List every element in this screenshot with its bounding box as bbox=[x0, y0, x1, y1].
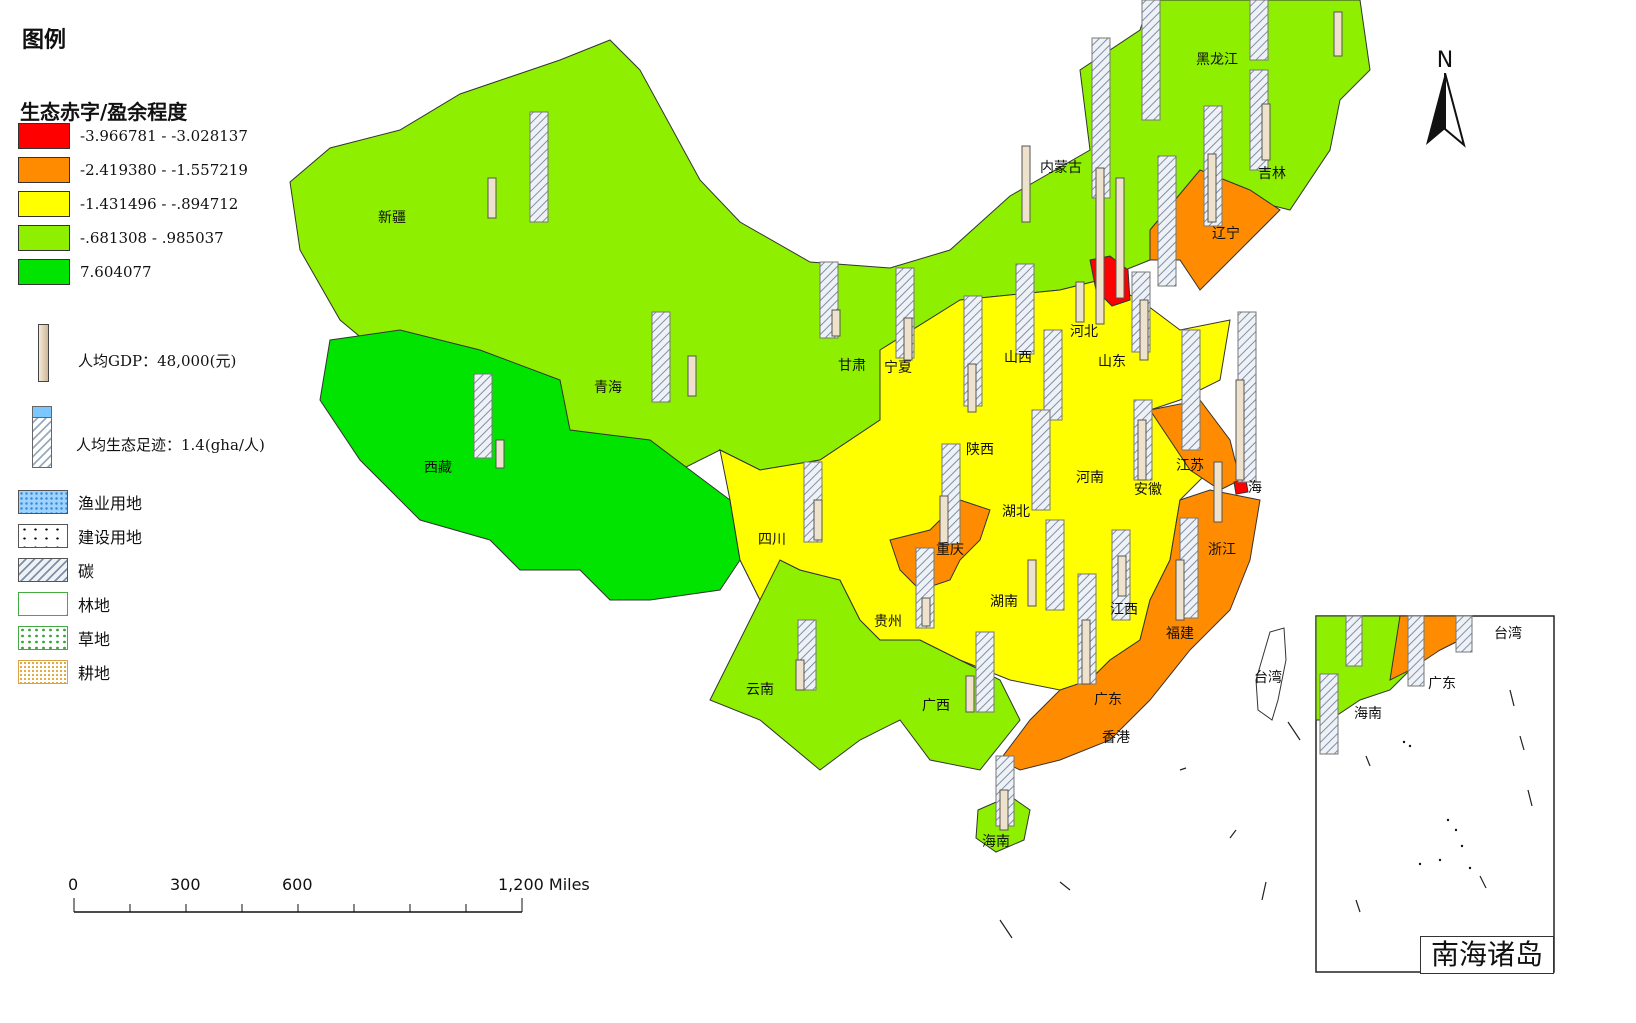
province-label: 陕西 bbox=[966, 442, 994, 458]
inset-island-dots bbox=[1402, 740, 1472, 870]
inset-title: 南海诸岛 bbox=[1420, 936, 1554, 974]
province-label: 宁夏 bbox=[884, 359, 912, 376]
province-label: 吉林 bbox=[1258, 166, 1286, 182]
legend-builtup: 建设用地 bbox=[18, 522, 142, 550]
province-label: 浙江 bbox=[1208, 542, 1236, 558]
province-label: 广西 bbox=[922, 698, 950, 714]
province-label: 福建 bbox=[1166, 626, 1194, 642]
scale-label: 1,200 Miles bbox=[498, 875, 590, 894]
province-label: 辽宁 bbox=[1212, 225, 1240, 242]
inset-label-taiwan: 台湾 bbox=[1494, 625, 1522, 642]
scale-label: 0 bbox=[68, 875, 78, 894]
scale-bar: 0 300 600 1,200 Miles bbox=[68, 875, 590, 913]
legend-class-4: -.681308 - .985037 bbox=[18, 224, 224, 252]
province-label: 重庆 bbox=[936, 542, 964, 558]
legend-title: 图例 bbox=[22, 28, 67, 53]
legend-fishery: 渔业用地 bbox=[18, 488, 142, 516]
legend-forest: 林地 bbox=[18, 590, 110, 618]
legend-class-label: -2.419380 - -1.557219 bbox=[80, 161, 248, 179]
cropland-pattern-icon bbox=[18, 660, 68, 684]
province-xizang bbox=[319, 329, 741, 601]
legend-swatch bbox=[18, 225, 70, 251]
province-taiwan bbox=[1255, 627, 1287, 721]
province-label: 云南 bbox=[746, 682, 774, 698]
legend-component-label: 耕地 bbox=[78, 664, 111, 683]
inset-label-guangdong: 广东 bbox=[1428, 676, 1456, 692]
builtup-pattern-icon bbox=[18, 524, 68, 548]
province-label: 山东 bbox=[1098, 354, 1126, 370]
province-label: 香港 bbox=[1102, 730, 1130, 746]
legend-class-label: 7.604077 bbox=[80, 263, 152, 281]
province-label: 新疆 bbox=[378, 210, 406, 226]
province-label: 贵州 bbox=[874, 614, 902, 630]
legend-component-label: 林地 bbox=[78, 596, 111, 615]
legend-class-5: 7.604077 bbox=[18, 258, 152, 286]
inset-boundary-marks bbox=[1355, 689, 1533, 913]
province-label: 西藏 bbox=[424, 460, 452, 476]
province-label: 山西 bbox=[1004, 350, 1032, 366]
province-label: 安徽 bbox=[1134, 482, 1162, 498]
province-label: 内蒙古 bbox=[1040, 160, 1082, 176]
legend-class-label: -.681308 - .985037 bbox=[80, 229, 224, 247]
legend-class-3: -1.431496 - -.894712 bbox=[18, 190, 238, 218]
gdp-bars bbox=[487, 11, 1343, 831]
legend-carbon: 碳 bbox=[18, 556, 94, 584]
legend-classification-title: 生态赤字/盈余程度 bbox=[20, 100, 188, 124]
scale-label: 600 bbox=[282, 875, 313, 894]
inset-label-hainan: 海南 bbox=[1354, 706, 1382, 722]
legend-component-label: 建设用地 bbox=[78, 528, 143, 547]
province-label: 四川 bbox=[758, 532, 786, 548]
province-label: 广东 bbox=[1094, 692, 1122, 708]
legend-component-label: 草地 bbox=[78, 630, 111, 649]
scale-label: 300 bbox=[170, 875, 201, 894]
gdp-symbol-label: 人均GDP：48,000(元) bbox=[78, 352, 237, 370]
legend-class-label: -3.966781 - -3.028137 bbox=[80, 127, 248, 145]
north-arrow: N bbox=[1422, 48, 1468, 153]
legend-component-label: 渔业用地 bbox=[78, 494, 143, 513]
legend-swatch bbox=[18, 123, 70, 149]
north-label: N bbox=[1436, 48, 1454, 73]
province-label: 江苏 bbox=[1176, 458, 1204, 474]
gdp-bar-icon bbox=[38, 324, 49, 382]
legend-swatch bbox=[18, 191, 70, 217]
legend-component-label: 碳 bbox=[78, 562, 95, 581]
carbon-pattern-icon bbox=[18, 558, 68, 582]
legend-class-1: -3.966781 - -3.028137 bbox=[18, 122, 248, 150]
legend-swatch bbox=[18, 259, 70, 285]
province-label: 黑龙江 bbox=[1196, 52, 1238, 68]
footprint-symbol-label: 人均生态足迹：1.4(gha/人) bbox=[76, 436, 265, 454]
north-arrow-icon bbox=[1426, 72, 1466, 148]
legend-grass: 草地 bbox=[18, 624, 110, 652]
legend-swatch bbox=[18, 157, 70, 183]
grass-pattern-icon bbox=[18, 626, 68, 650]
footprint-bar-icon bbox=[32, 406, 52, 468]
fishery-pattern-icon bbox=[18, 490, 68, 514]
province-label: 台湾 bbox=[1254, 669, 1282, 686]
province-label: 河南 bbox=[1076, 470, 1104, 486]
legend-class-label: -1.431496 - -.894712 bbox=[80, 195, 239, 213]
forest-pattern-icon bbox=[18, 592, 68, 616]
province-label: 湖北 bbox=[1002, 504, 1030, 520]
map-label-shanghai-fragment: 海 bbox=[1248, 480, 1262, 496]
province-label: 海南 bbox=[982, 834, 1010, 850]
legend-class-2: -2.419380 - -1.557219 bbox=[18, 156, 248, 184]
province-label: 江西 bbox=[1110, 602, 1138, 618]
legend-cropland: 耕地 bbox=[18, 658, 110, 686]
province-label: 湖南 bbox=[990, 594, 1018, 610]
province-label: 青海 bbox=[594, 380, 622, 396]
province-label: 甘肃 bbox=[838, 358, 866, 374]
province-label: 河北 bbox=[1070, 324, 1098, 340]
sea-boundary-marks bbox=[999, 721, 1301, 939]
